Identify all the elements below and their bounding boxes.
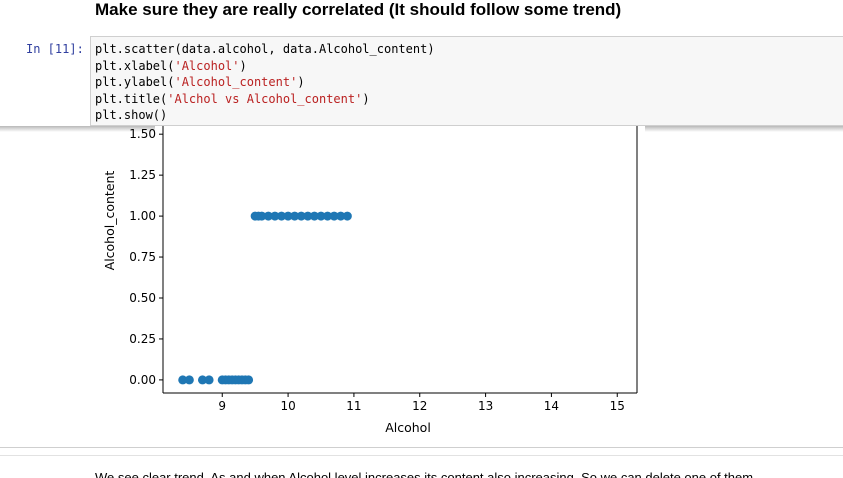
x-axis-label: Alcohol [385,420,431,435]
scatter-point [263,211,273,221]
code-line: plt.show() [95,108,168,122]
cell-divider-secondary [0,455,843,456]
y-tick-label: 0.75 [129,250,156,264]
scatter-point [277,211,286,221]
scatter-point [290,211,300,221]
scatter-point [244,375,254,385]
x-tick-label: 14 [544,399,559,413]
markdown-text: We see clear trend. As and when Alcohol … [95,470,754,478]
output-shadow-gap [155,126,645,132]
y-tick-label: 1.00 [129,209,156,223]
scatter-point [342,211,352,221]
code-cell-input[interactable]: plt.scatter(data.alcohol, data.Alcohol_c… [90,36,843,126]
y-tick-label: 0.00 [129,373,156,387]
scatter-point [336,211,346,221]
scatter-point [296,211,306,221]
markdown-heading: Make sure they are really correlated (It… [95,0,622,19]
x-tick-label: 13 [478,399,493,413]
x-tick-label: 12 [412,399,427,413]
y-tick-label: 0.25 [129,332,156,346]
x-tick-label: 9 [218,399,226,413]
scatter-point [309,211,319,221]
scatter-point [303,211,313,221]
scatter-point [198,375,207,385]
scatter-point [178,375,188,385]
cell-divider [0,447,843,448]
scatter-point [316,211,326,221]
scatter-point [283,211,293,221]
code-line: plt.title('Alchol vs Alcohol_content') [95,91,370,106]
cell-prompt: In [11]: [26,42,84,56]
code-line: plt.ylabel('Alcohol_content') [95,75,305,89]
scatter-point [184,375,194,385]
x-tick-label: 10 [280,399,295,413]
scatter-point [329,211,339,221]
y-tick-label: 0.50 [129,291,156,305]
x-tick-label: 15 [610,399,625,413]
y-tick-label: 1.25 [129,168,156,182]
scatter-point [204,375,214,385]
scatter-point [323,211,333,221]
code-line: plt.scatter(data.alcohol, data.Alcohol_c… [95,42,435,56]
y-tick-label: 1.50 [129,127,156,141]
code-line: plt.xlabel('Alcohol') [95,58,247,73]
scatter-point [270,211,280,221]
y-axis-label: Alcohol_content [102,171,117,271]
scatter-point [257,211,267,221]
x-tick-label: 11 [346,399,361,413]
